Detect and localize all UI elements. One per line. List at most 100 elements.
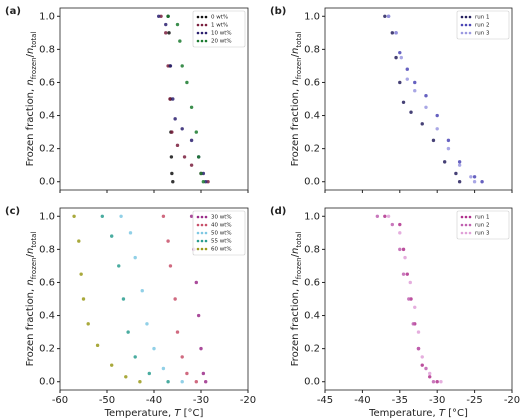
label-part: / xyxy=(25,53,36,57)
label-part: Frozen fraction, xyxy=(290,86,301,167)
data-point xyxy=(204,380,208,384)
data-point xyxy=(446,138,451,143)
data-point xyxy=(100,214,105,218)
y-tick-label: 0.0 xyxy=(304,377,320,388)
data-point xyxy=(403,255,407,260)
legend-marker xyxy=(204,239,208,243)
legend-marker xyxy=(196,31,200,35)
label-part: / xyxy=(290,53,301,57)
data-point xyxy=(398,247,402,252)
data-point xyxy=(121,297,126,301)
data-point xyxy=(189,214,194,218)
data-point xyxy=(147,371,151,376)
data-point xyxy=(189,105,194,109)
data-point xyxy=(428,371,432,376)
y-tick-label: 0.8 xyxy=(304,44,320,55)
data-point xyxy=(401,247,406,252)
y-tick-label: 0.4 xyxy=(39,111,55,122)
axes-frame xyxy=(324,7,513,191)
data-point xyxy=(175,22,180,27)
legend-marker xyxy=(204,23,208,27)
x-axis-label: Temperature, T [°C] xyxy=(104,408,204,419)
data-point xyxy=(469,175,473,179)
panel-label: (c) xyxy=(5,206,20,217)
data-point xyxy=(409,110,413,114)
label-part: n xyxy=(290,279,301,285)
legend-marker xyxy=(204,231,208,235)
data-point xyxy=(420,122,424,126)
data-point xyxy=(411,322,415,326)
legend-label: 60 wt% xyxy=(211,247,232,253)
legend-marker xyxy=(196,231,200,235)
legend-marker xyxy=(460,31,464,35)
y-tick-label: 0.2 xyxy=(304,144,320,155)
legend-marker xyxy=(200,231,204,235)
legend-marker xyxy=(460,15,464,19)
x-tick-label: -40 xyxy=(354,395,370,406)
data-point xyxy=(166,64,170,68)
legend-marker xyxy=(468,223,472,227)
y-tick-label: 0.4 xyxy=(304,311,320,322)
label-part: total xyxy=(30,232,38,248)
data-point xyxy=(126,330,130,334)
data-point xyxy=(439,380,443,384)
data-point xyxy=(386,214,391,218)
x-axis-label: Temperature, T [°C] xyxy=(368,408,468,419)
y-tick-label: 0.4 xyxy=(304,111,320,122)
legend-label: 1 wt% xyxy=(211,23,228,29)
legend-label: 10 wt% xyxy=(211,31,232,37)
data-point xyxy=(124,375,128,379)
data-point xyxy=(77,239,81,243)
data-point xyxy=(180,355,184,359)
data-point xyxy=(168,264,173,268)
data-point xyxy=(128,231,133,235)
data-point xyxy=(166,239,170,243)
data-point xyxy=(133,255,137,260)
x-tick-label: -40 xyxy=(146,395,162,406)
data-point xyxy=(386,14,391,18)
legend-label: run 3 xyxy=(475,31,490,37)
data-point xyxy=(185,371,189,376)
data-point xyxy=(194,130,198,134)
legend-label: run 1 xyxy=(475,215,489,221)
data-point xyxy=(405,77,409,81)
data-point xyxy=(199,171,203,176)
y-tick-label: 0.2 xyxy=(304,344,320,355)
legend-marker xyxy=(200,31,204,35)
data-point xyxy=(189,138,194,143)
data-point xyxy=(81,297,86,301)
legend-marker xyxy=(460,231,464,235)
label-part: frozen xyxy=(30,257,38,279)
label-part: n xyxy=(290,48,301,54)
data-point xyxy=(446,146,451,151)
data-point xyxy=(472,175,477,179)
label-part: n xyxy=(290,79,301,85)
data-point xyxy=(428,375,432,379)
panel: 0.0 0.2 0.4 0.6 0.8 1.0 -45 -40 -35 -30 -25 -20 Froz… xyxy=(270,206,520,419)
legend-marker xyxy=(196,215,200,219)
data-point xyxy=(110,234,114,238)
data-point xyxy=(159,14,163,18)
legend-marker xyxy=(200,239,204,243)
legend-marker xyxy=(204,39,208,43)
legend-marker xyxy=(464,215,468,219)
data-point xyxy=(194,380,198,384)
data-point xyxy=(180,127,184,131)
label-part: / xyxy=(290,253,301,257)
data-point xyxy=(206,180,210,184)
label-part: Frozen fraction, xyxy=(290,286,301,367)
legend-marker xyxy=(204,215,208,219)
panel-label: (b) xyxy=(270,6,286,17)
data-point xyxy=(145,322,149,326)
data-point xyxy=(431,380,436,384)
data-point xyxy=(196,155,201,159)
data-point xyxy=(170,130,174,134)
label-part: frozen xyxy=(295,257,303,279)
data-point xyxy=(399,55,403,60)
data-point xyxy=(416,330,421,334)
legend-label: 55 wt% xyxy=(211,239,232,245)
data-point xyxy=(472,180,477,184)
data-point xyxy=(178,39,182,43)
legend-marker xyxy=(196,23,200,27)
